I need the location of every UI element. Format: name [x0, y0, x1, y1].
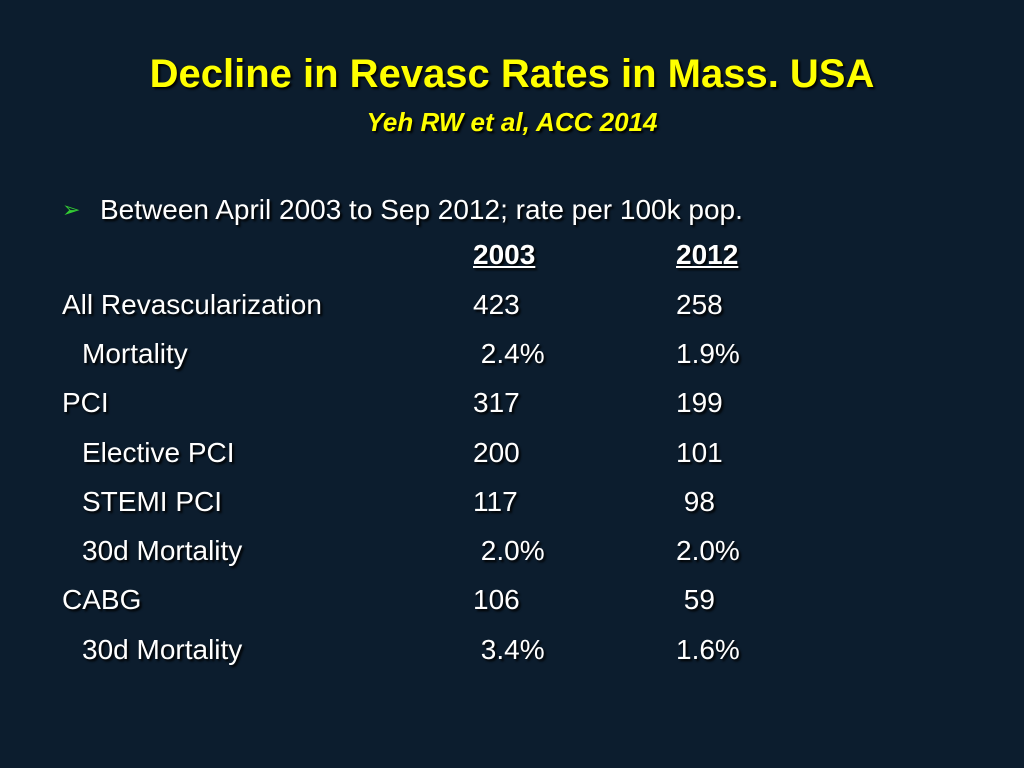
value-2003: 2.0%	[473, 535, 545, 566]
row-label: 30d Mortality	[82, 634, 243, 665]
table-row: 30d Mortality 3.4% 1.6%	[0, 630, 1024, 670]
table-row: STEMI PCI 117 98	[0, 482, 1024, 522]
row-label: 30d Mortality	[82, 535, 243, 566]
row-label: Elective PCI	[82, 437, 235, 468]
table-row: Mortality 2.4% 1.9%	[0, 334, 1024, 374]
table-row: PCI 317 199	[0, 383, 1024, 423]
column-header-2003: 2003	[473, 239, 536, 270]
value-2012: 98	[676, 486, 715, 517]
value-2012: 59	[676, 584, 715, 615]
value-2003: 3.4%	[473, 634, 545, 665]
value-2012: 258	[676, 289, 723, 320]
value-2003: 2.4%	[473, 338, 545, 369]
table-row: CABG 106 59	[0, 580, 1024, 620]
arrow-bullet-icon: ➢	[62, 197, 81, 222]
row-label: PCI	[62, 387, 109, 418]
value-2003: 200	[473, 437, 520, 468]
slide-subtitle: Yeh RW et al, ACC 2014	[366, 107, 658, 137]
value-2012: 1.6%	[676, 634, 740, 665]
value-2003: 106	[473, 584, 520, 615]
table-header-row: 2003 2012	[0, 235, 1024, 275]
slide-title: Decline in Revasc Rates in Mass. USA	[149, 52, 875, 96]
bullet-text: Between April 2003 to Sep 2012; rate per…	[100, 194, 743, 225]
row-label: Mortality	[82, 338, 188, 369]
value-2012: 199	[676, 387, 723, 418]
value-2003: 117	[473, 486, 518, 517]
value-2012: 101	[676, 437, 723, 468]
column-header-2012: 2012	[676, 239, 739, 270]
table-row: All Revascularization 423 258	[0, 285, 1024, 325]
row-label: STEMI PCI	[82, 486, 223, 517]
value-2003: 423	[473, 289, 520, 320]
row-label: All Revascularization	[62, 289, 322, 320]
bullet-item: ➢ Between April 2003 to Sep 2012; rate pe…	[62, 190, 743, 230]
table-row: Elective PCI 200 101	[0, 433, 1024, 473]
value-2012: 2.0%	[676, 535, 740, 566]
value-2003: 317	[473, 387, 520, 418]
value-2012: 1.9%	[676, 338, 740, 369]
table-row: 30d Mortality 2.0% 2.0%	[0, 531, 1024, 571]
row-label: CABG	[62, 584, 142, 615]
